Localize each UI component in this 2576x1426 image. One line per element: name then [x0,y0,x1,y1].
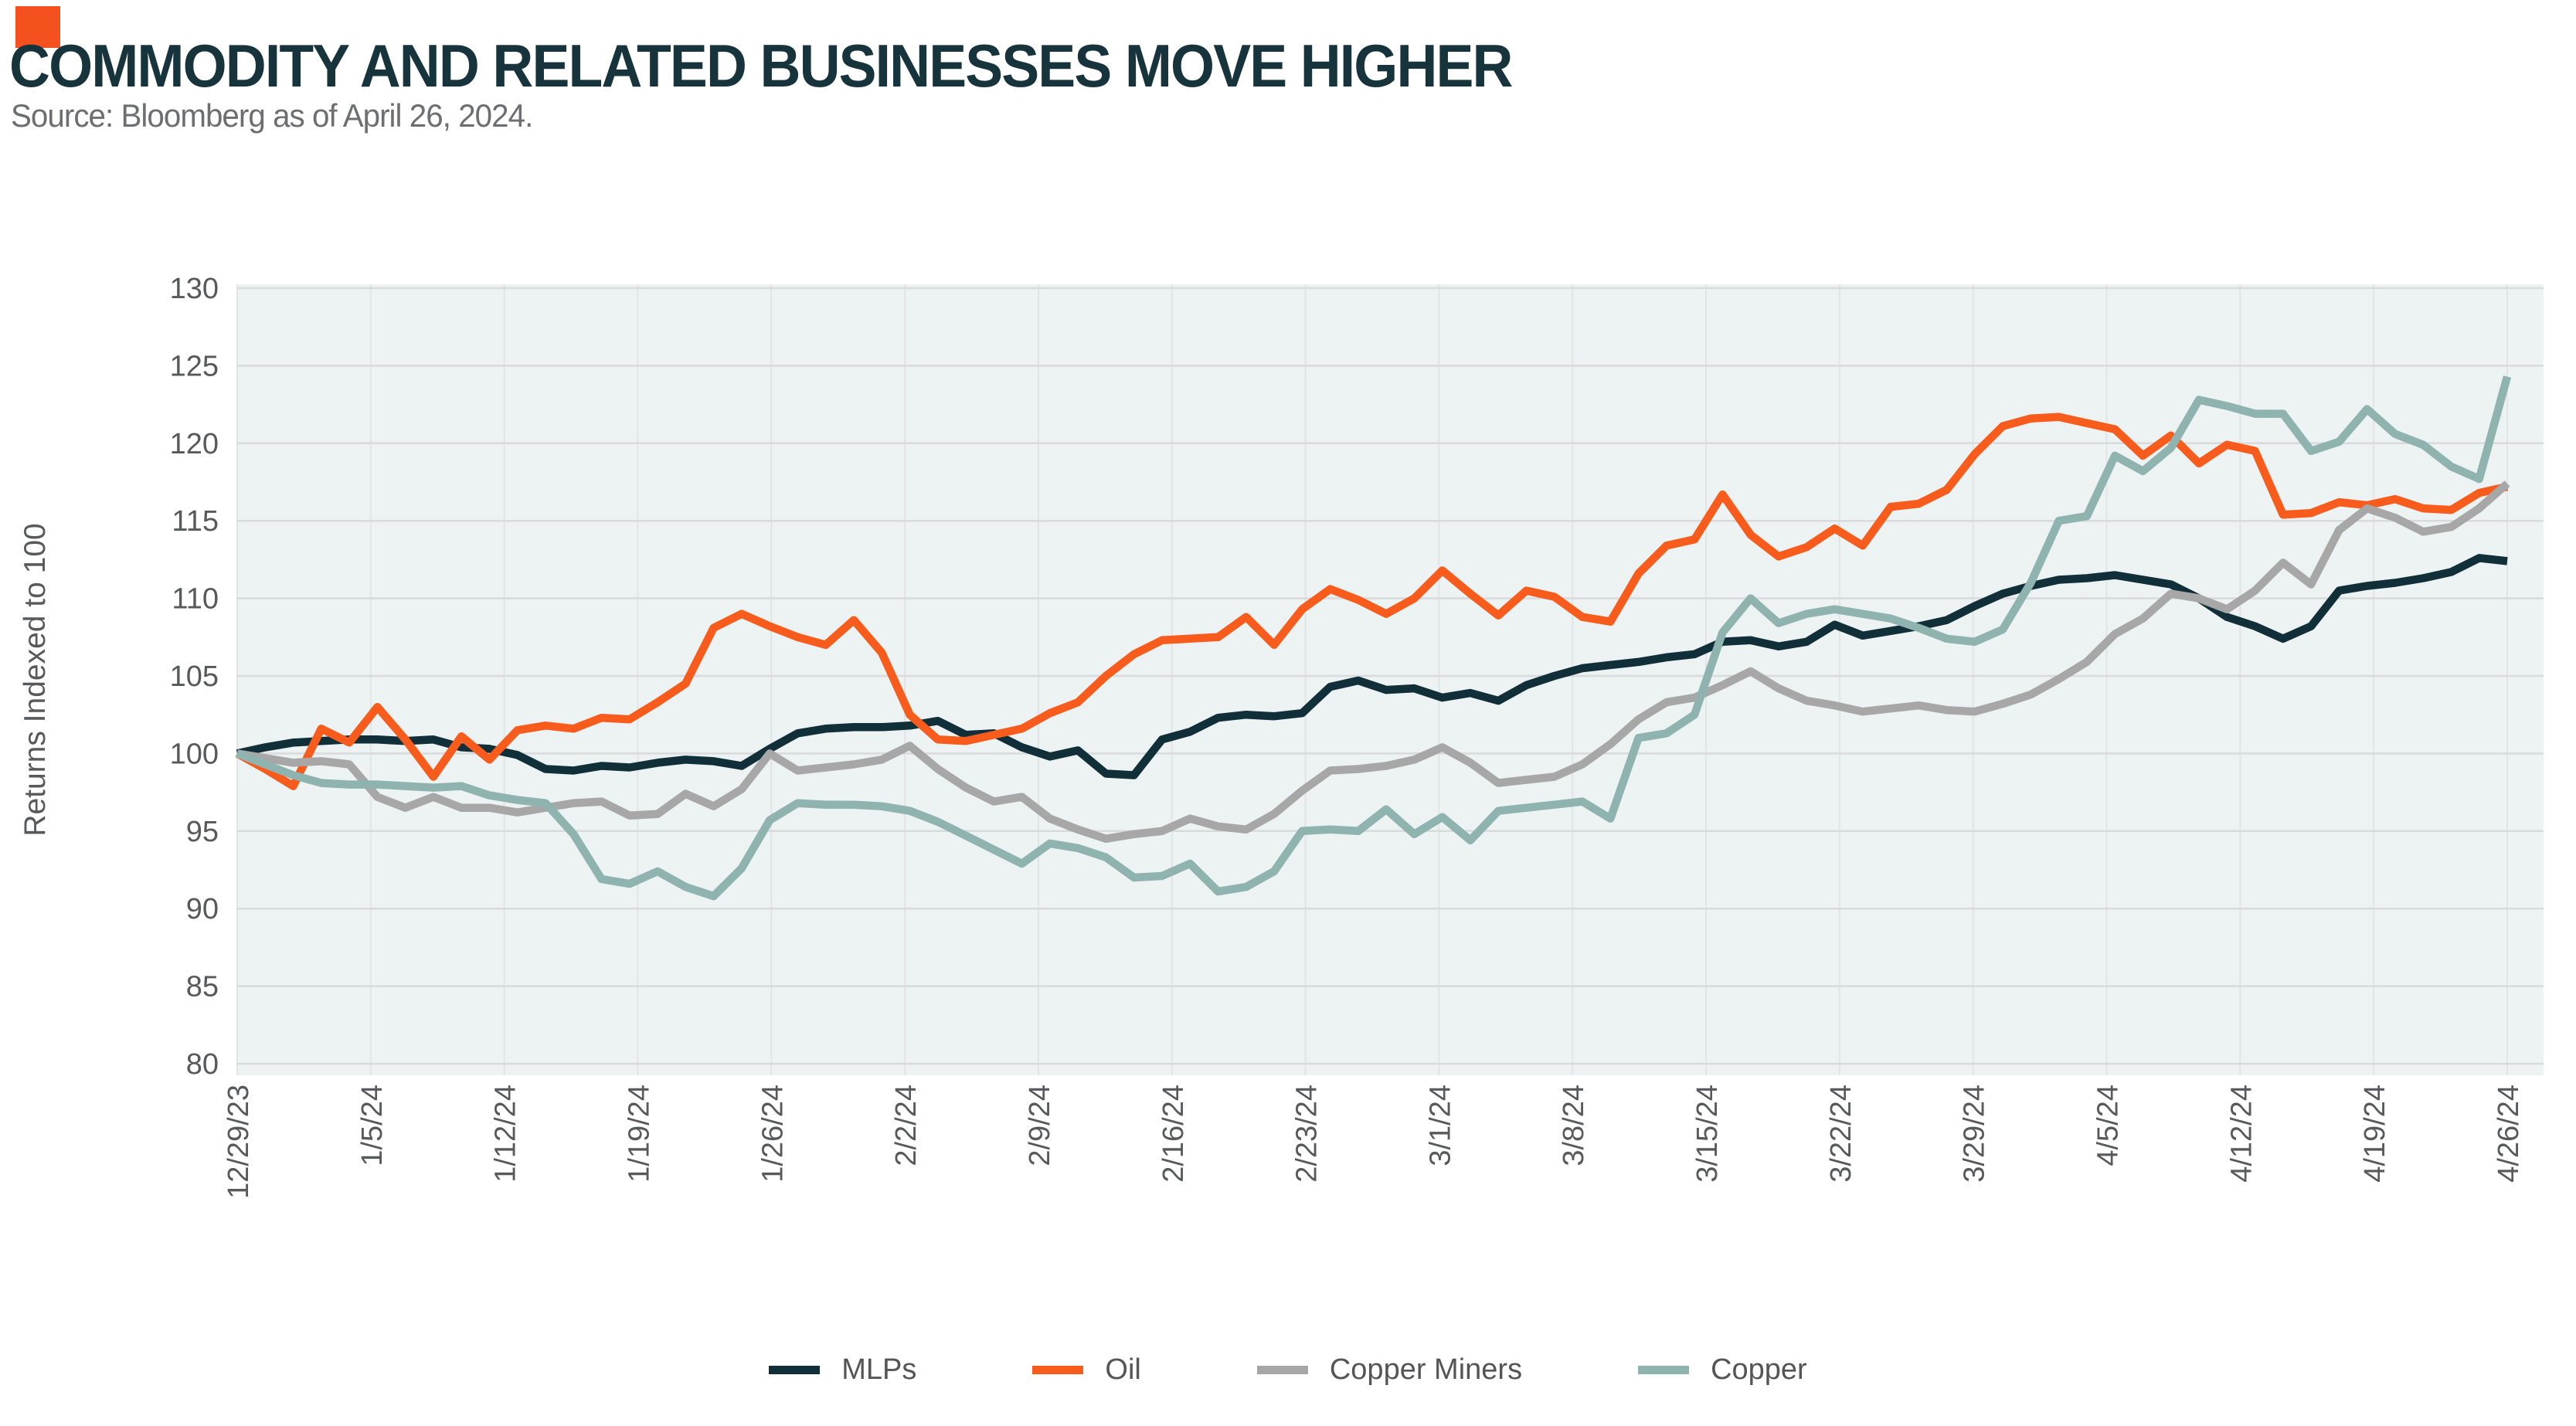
series-line-mlps[interactable] [236,554,2508,779]
x-axis-label: 2/2/24 [890,1085,923,1166]
x-axis-label: 3/29/24 [1959,1085,1991,1183]
x-axis-label: 4/5/24 [2092,1085,2125,1166]
x-axis-label: 2/16/24 [1157,1085,1190,1183]
accent-square-icon [15,6,60,48]
x-axis-label: 1/5/24 [356,1085,389,1166]
y-axis-title: Returns Indexed to 100 [19,523,52,836]
x-axis-label: 1/26/24 [756,1085,789,1183]
source-note: Source: Bloomberg as of April 26, 2024. [11,97,533,134]
y-axis-tick-label: 120 [170,428,219,460]
x-axis-label: 4/26/24 [2493,1085,2525,1183]
x-axis-label: 2/23/24 [1291,1085,1324,1183]
y-axis-tick-label: 110 [172,583,219,616]
legend-item-mlps[interactable]: MLPs [769,1353,916,1387]
legend-item-copper[interactable]: Copper [1638,1353,1807,1387]
x-axis-label: 12/29/23 [223,1085,255,1199]
y-axis-tick-label: 105 [170,660,219,693]
series-line-copper-miners[interactable] [236,480,2510,844]
y-axis-tick-label: 130 [170,273,219,305]
mlps-line-swatch-icon [769,1366,821,1374]
x-axis-label: 3/1/24 [1424,1085,1456,1166]
x-axis-label: 1/12/24 [490,1085,522,1183]
x-axis-label: 3/15/24 [1691,1085,1724,1183]
oil-line-swatch-icon [1032,1366,1084,1374]
x-axis-label: 4/19/24 [2359,1085,2391,1183]
legend-label: Copper Miners [1329,1353,1523,1386]
x-axis-label: 3/8/24 [1558,1085,1590,1166]
y-axis-tick-label: 90 [186,893,219,925]
x-axis-label: 3/22/24 [1825,1085,1857,1183]
series-line-copper[interactable] [236,375,2512,901]
chart-title: COMMODITY AND RELATED BUSINESSES MOVE HI… [9,32,1513,100]
legend-label: MLPs [841,1353,917,1386]
y-axis-tick-label: 95 [186,816,219,848]
series-line-oil[interactable] [235,413,2509,790]
y-axis-tick-label: 115 [172,505,219,538]
y-axis-tick-label: 85 [186,971,219,1003]
y-axis-tick-label: 125 [170,350,219,382]
copper-miners-line-swatch-icon [1256,1366,1308,1374]
x-axis-label: 2/9/24 [1024,1085,1056,1166]
y-axis-tick-label: 100 [170,738,219,770]
legend-label: Copper [1711,1353,1807,1386]
x-axis-label: 4/12/24 [2225,1085,2258,1183]
y-axis-tick-label: 80 [186,1048,219,1081]
plot-area [237,284,2544,1075]
chart-legend: MLPs Oil Copper Miners Copper [0,1353,2576,1387]
legend-item-oil[interactable]: Oil [1032,1353,1141,1387]
x-axis-label: 1/19/24 [623,1085,655,1183]
legend-item-copper-miners[interactable]: Copper Miners [1256,1353,1523,1387]
copper-line-swatch-icon [1638,1366,1690,1374]
legend-label: Oil [1105,1353,1141,1386]
